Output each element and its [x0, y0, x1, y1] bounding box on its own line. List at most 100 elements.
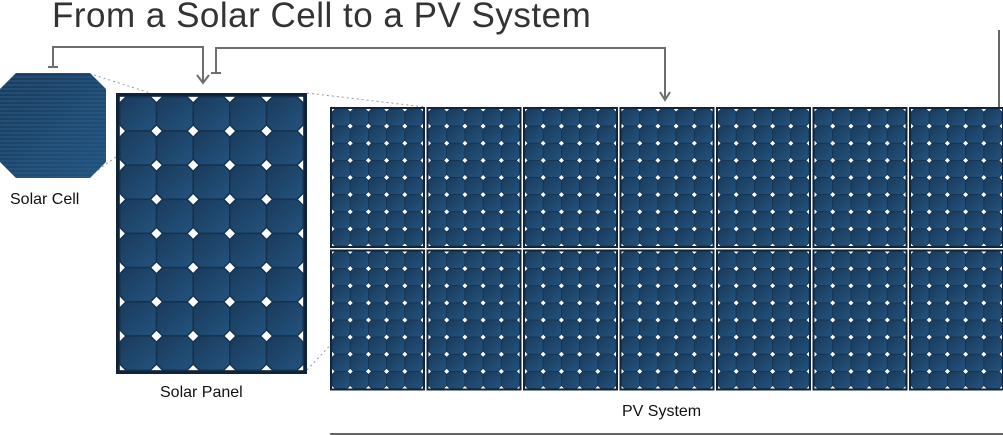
solar-cell-tile: [155, 232, 194, 269]
solar-cell-tile: [790, 211, 810, 230]
solar-cell-tile: [349, 194, 369, 213]
solar-cell-tile: [597, 353, 617, 372]
solar-cell-tile: [404, 285, 424, 304]
solar-cell-tile: [814, 319, 834, 338]
solar-cell-tile: [868, 228, 888, 247]
solar-cell-tile: [947, 371, 966, 389]
solar-cell-tile: [229, 164, 268, 201]
solar-cell-tile: [621, 228, 641, 247]
solar-cell-tile: [928, 336, 948, 355]
solar-cell-tile: [482, 336, 502, 355]
solar-cell-tile: [639, 268, 659, 287]
solar-cell-tile: [404, 302, 424, 321]
solar-cell-tile: [983, 177, 1003, 195]
solar-cell-tile: [947, 353, 966, 372]
solar-cell-tile: [639, 160, 659, 178]
solar-cell-tile: [386, 142, 406, 161]
solar-cell-tile: [983, 142, 1003, 161]
solar-cell-tile: [657, 125, 677, 144]
solar-cell-tile: [928, 194, 948, 213]
solar-cell-tile: [524, 285, 544, 304]
system-panel: [909, 107, 1003, 248]
solar-cell-tile: [868, 142, 888, 161]
solar-cell-tile: [675, 142, 695, 161]
solar-cell-tile: [446, 336, 466, 355]
solar-cell-tile: [772, 228, 792, 247]
solar-cell-tile: [868, 319, 888, 338]
solar-cell-tile: [428, 194, 448, 213]
solar-cell-tile: [790, 285, 810, 304]
solar-cell-tile: [482, 302, 502, 321]
solar-cell-tile: [717, 142, 737, 161]
solar-cell-tile: [790, 251, 810, 269]
solar-cell-tile: [947, 285, 966, 304]
solar-cell-tile: [754, 228, 773, 247]
solar-cell-tile: [386, 125, 406, 144]
solar-cell-tile: [983, 353, 1003, 372]
solar-cell-tile: [464, 285, 484, 304]
solar-cell-tile: [965, 125, 985, 144]
solar-cell-tile: [482, 285, 502, 304]
solar-cell-tile: [428, 302, 448, 321]
solar-cell-tile: [868, 268, 888, 287]
solar-cell-tile: [621, 353, 641, 372]
solar-cell-tile: [561, 251, 580, 269]
solar-cell-tile: [386, 371, 406, 389]
solar-cell-tile: [754, 302, 773, 321]
solar-cell-tile: [119, 301, 158, 337]
solar-cell-tile: [500, 108, 520, 127]
solar-cell-tile: [832, 228, 852, 247]
solar-cell-tile: [500, 371, 520, 389]
solar-cell-tile: [947, 108, 966, 127]
solar-cell-tile: [814, 228, 834, 247]
solar-cell-tile: [657, 160, 677, 178]
solar-cell-tile: [386, 108, 406, 127]
solar-cell-tile: [621, 160, 641, 178]
solar-cell-tile: [386, 285, 406, 304]
solar-cell-tile: [910, 371, 930, 389]
solar-cell-tile: [693, 108, 713, 127]
solar-cell-tile: [675, 177, 695, 195]
solar-cell-tile: [524, 211, 544, 230]
solar-cell-tile: [579, 125, 599, 144]
solar-cell-tile: [947, 319, 966, 338]
system-panel: [330, 107, 425, 248]
solar-cell-tile: [735, 142, 755, 161]
solar-cell-tile: [597, 211, 617, 230]
solar-cell-tile: [772, 268, 792, 287]
solar-cell-tile: [331, 353, 351, 372]
solar-cell-tile: [772, 142, 792, 161]
solar-cell-tile: [597, 285, 617, 304]
solar-cell-tile: [404, 319, 424, 338]
solar-cell-tile: [754, 142, 773, 161]
solar-cell-tile: [349, 302, 369, 321]
solar-cell-tile: [910, 194, 930, 213]
solar-cell-tile: [597, 319, 617, 338]
solar-cell-tile: [428, 228, 448, 247]
solar-cell-tile: [832, 371, 852, 389]
solar-cell-tile: [331, 142, 351, 161]
solar-cell-tile: [983, 108, 1003, 127]
solar-cell-tile: [386, 177, 406, 195]
solar-cell-tile: [542, 353, 562, 372]
solar-cell-tile: [621, 302, 641, 321]
solar-cell-tile: [675, 268, 695, 287]
solar-cell-tile: [386, 251, 406, 269]
solar-cell-tile: [597, 194, 617, 213]
solar-cell-tile: [772, 125, 792, 144]
solar-cell-tile: [928, 177, 948, 195]
solar-cell-tile: [832, 125, 852, 144]
solar-cell-tile: [561, 160, 580, 178]
solar-cell-tile: [772, 177, 792, 195]
solar-cell-tile: [229, 130, 268, 166]
solar-cell-tile: [850, 160, 870, 178]
solar-cell-tile: [482, 194, 502, 213]
solar-cell-tile: [464, 125, 484, 144]
solar-cell-tile: [675, 319, 695, 338]
solar-cell-tile: [482, 228, 502, 247]
solar-cell-tile: [119, 232, 158, 269]
solar-cell-tile: [868, 285, 888, 304]
solar-cell-tile: [482, 177, 502, 195]
solar-cell-tile: [446, 285, 466, 304]
solar-cell-tile: [675, 371, 695, 389]
